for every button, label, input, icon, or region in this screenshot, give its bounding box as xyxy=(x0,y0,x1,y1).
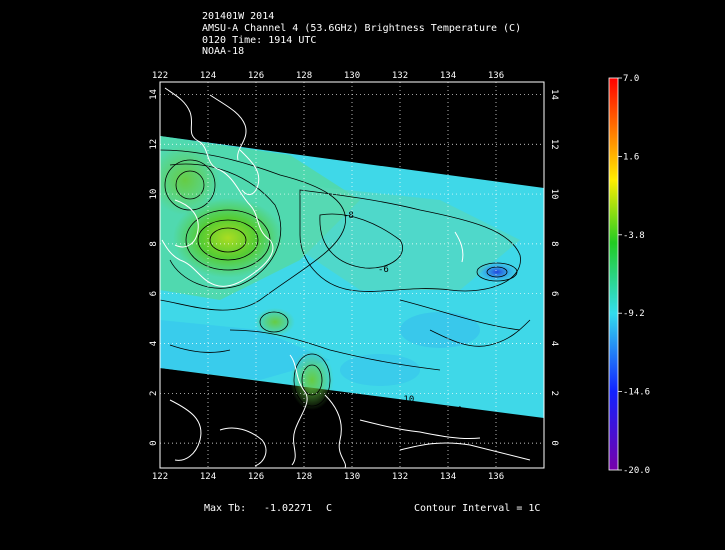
max-tb-label: Max Tb: xyxy=(204,503,247,514)
lat-tick-right: 14 xyxy=(549,89,559,100)
colorbar-labels: 7.0 1.6 -3.8 -9.2 -14.6 -20.0 xyxy=(618,74,650,476)
lon-tick-bottom: 122 xyxy=(152,472,168,482)
contour-interval: Contour Interval = 1C xyxy=(414,503,541,514)
warm-core-south xyxy=(290,350,334,410)
lat-tick-right: 8 xyxy=(549,241,559,246)
lon-tick-bottom: 132 xyxy=(392,472,408,482)
colorbar xyxy=(608,77,619,471)
lat-tick-left: 6 xyxy=(149,291,159,296)
colorbar-label: -14.6 xyxy=(623,388,650,398)
lon-tick-bottom: 134 xyxy=(440,472,456,482)
lat-tick-left: 8 xyxy=(149,241,159,246)
lon-tick-top: 126 xyxy=(248,71,264,81)
coastlines xyxy=(161,87,531,468)
contour-label: -6 xyxy=(378,265,389,275)
warm-core-center xyxy=(173,198,283,278)
storm-id-title: 201401W 2014 xyxy=(202,11,275,22)
lon-tick-bottom: 126 xyxy=(248,472,264,482)
lon-tick-bottom: 124 xyxy=(200,472,216,482)
lon-tick-bottom: 136 xyxy=(488,472,504,482)
lat-tick-right: 12 xyxy=(549,139,559,150)
colorbar-label: 1.6 xyxy=(623,152,639,162)
lat-tick-right: 0 xyxy=(549,440,559,445)
cold-spot xyxy=(475,261,519,283)
contour-label: -10 xyxy=(398,395,414,405)
lon-tick-top: 122 xyxy=(152,71,168,81)
colorbar-label: -3.8 xyxy=(623,231,645,241)
lat-tick-right: 6 xyxy=(549,291,559,296)
colorbar-label: -20.0 xyxy=(623,466,650,476)
lon-tick-top: 128 xyxy=(296,71,312,81)
colorbar-label: -9.2 xyxy=(623,309,645,319)
tb-swath xyxy=(160,136,544,418)
lon-tick-top: 134 xyxy=(440,71,456,81)
lon-tick-bottom: 130 xyxy=(344,472,360,482)
gridlines xyxy=(159,82,544,468)
max-tb-value: -1.02271 xyxy=(264,503,313,514)
colorbar-label: 7.0 xyxy=(623,74,639,84)
lat-tick-right: 2 xyxy=(549,391,559,396)
lon-tick-bottom: 128 xyxy=(296,472,312,482)
lat-tick-left: 2 xyxy=(149,391,159,396)
lon-tick-top: 130 xyxy=(344,71,360,81)
lon-tick-top: 132 xyxy=(392,71,408,81)
max-tb-unit: C xyxy=(326,503,333,514)
lat-tick-left: 14 xyxy=(149,89,159,100)
time-title: 0120 Time: 1914 UTC xyxy=(202,35,317,46)
lat-tick-right: 10 xyxy=(549,189,559,200)
contour-lines xyxy=(160,149,531,407)
axis-tick-labels: 1221221241241261261281281301301321321341… xyxy=(149,71,559,482)
lat-tick-left: 4 xyxy=(149,341,159,346)
lat-tick-right: 4 xyxy=(549,341,559,346)
satellite-title: NOAA-18 xyxy=(202,46,245,57)
product-title: AMSU-A Channel 4 (53.6GHz) Brightness Te… xyxy=(202,23,522,34)
lat-tick-left: 12 xyxy=(149,139,159,150)
contour-label: -8 xyxy=(343,211,354,221)
lat-tick-left: 10 xyxy=(149,189,159,200)
lon-tick-top: 136 xyxy=(488,71,504,81)
lat-tick-left: 0 xyxy=(149,440,159,445)
lon-tick-top: 124 xyxy=(200,71,216,81)
